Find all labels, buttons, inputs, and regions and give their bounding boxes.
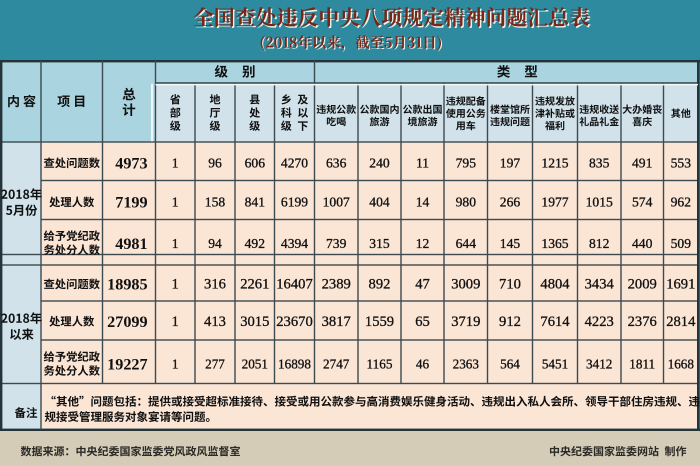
svg-text:962: 962 <box>671 195 692 210</box>
svg-text:739: 739 <box>326 236 347 251</box>
svg-text:1165: 1165 <box>367 357 393 372</box>
svg-text:491: 491 <box>632 156 652 171</box>
svg-text:606: 606 <box>245 156 266 171</box>
svg-text:96: 96 <box>208 156 222 171</box>
svg-text:1: 1 <box>172 195 179 210</box>
svg-text:23670: 23670 <box>276 314 312 330</box>
svg-text:1: 1 <box>172 357 179 372</box>
svg-text:835: 835 <box>589 156 610 171</box>
svg-text:4973: 4973 <box>115 155 147 173</box>
svg-text:710: 710 <box>499 277 521 293</box>
svg-text:3009: 3009 <box>451 277 480 293</box>
svg-text:16407: 16407 <box>276 277 312 293</box>
svg-text:3412: 3412 <box>586 357 612 372</box>
svg-text:3434: 3434 <box>585 277 615 293</box>
svg-text:16898: 16898 <box>278 357 311 372</box>
svg-text:2051: 2051 <box>242 357 268 372</box>
svg-text:841: 841 <box>245 195 265 210</box>
svg-text:636: 636 <box>326 156 347 171</box>
svg-text:1007: 1007 <box>323 195 350 210</box>
svg-text:3015: 3015 <box>240 314 269 330</box>
svg-text:1215: 1215 <box>541 156 568 171</box>
svg-text:2376: 2376 <box>628 314 657 330</box>
svg-text:2814: 2814 <box>666 314 696 330</box>
svg-text:980: 980 <box>456 195 477 210</box>
svg-text:413: 413 <box>204 314 226 330</box>
svg-text:46: 46 <box>416 357 430 372</box>
svg-text:2389: 2389 <box>322 277 351 293</box>
svg-text:2009: 2009 <box>628 277 657 293</box>
svg-text:1: 1 <box>172 236 179 251</box>
svg-text:12: 12 <box>416 236 430 251</box>
svg-text:492: 492 <box>245 236 266 251</box>
svg-text:11: 11 <box>416 156 429 171</box>
svg-text:509: 509 <box>671 236 692 251</box>
svg-text:240: 240 <box>369 156 390 171</box>
svg-text:912: 912 <box>499 314 521 330</box>
svg-text:277: 277 <box>205 357 225 372</box>
svg-text:158: 158 <box>205 195 226 210</box>
svg-text:404: 404 <box>369 195 390 210</box>
svg-text:145: 145 <box>500 236 521 251</box>
svg-text:6199: 6199 <box>281 195 308 210</box>
svg-text:1: 1 <box>172 277 179 293</box>
svg-text:574: 574 <box>632 195 653 210</box>
svg-text:19227: 19227 <box>107 356 147 374</box>
svg-text:4394: 4394 <box>281 236 308 251</box>
svg-text:2363: 2363 <box>453 357 480 372</box>
svg-text:18985: 18985 <box>107 276 147 294</box>
svg-text:4270: 4270 <box>281 156 308 171</box>
svg-text:3719: 3719 <box>451 314 480 330</box>
svg-text:1668: 1668 <box>668 357 695 372</box>
svg-text:1691: 1691 <box>666 277 695 293</box>
svg-text:316: 316 <box>204 277 226 293</box>
svg-text:1: 1 <box>172 156 179 171</box>
svg-text:4223: 4223 <box>585 314 614 330</box>
svg-text:94: 94 <box>208 236 222 251</box>
svg-text:1015: 1015 <box>586 195 613 210</box>
svg-text:1559: 1559 <box>365 314 394 330</box>
svg-text:266: 266 <box>500 195 521 210</box>
svg-text:564: 564 <box>500 357 520 372</box>
svg-text:553: 553 <box>671 156 692 171</box>
svg-text:14: 14 <box>416 195 430 210</box>
svg-text:47: 47 <box>415 277 430 293</box>
svg-text:1: 1 <box>172 314 179 330</box>
svg-text:795: 795 <box>456 156 477 171</box>
svg-text:644: 644 <box>456 236 477 251</box>
svg-text:7199: 7199 <box>115 194 147 212</box>
svg-text:2261: 2261 <box>240 277 269 293</box>
svg-text:27099: 27099 <box>107 313 147 331</box>
svg-text:7614: 7614 <box>540 314 570 330</box>
svg-text:1977: 1977 <box>541 195 568 210</box>
svg-text:440: 440 <box>632 236 653 251</box>
svg-text:315: 315 <box>369 236 390 251</box>
svg-text:5451: 5451 <box>542 357 568 372</box>
svg-text:65: 65 <box>415 314 430 330</box>
svg-text:1365: 1365 <box>541 236 568 251</box>
svg-text:4804: 4804 <box>540 277 570 293</box>
svg-text:892: 892 <box>369 277 391 293</box>
svg-text:812: 812 <box>589 236 610 251</box>
svg-text:2747: 2747 <box>323 357 350 372</box>
svg-text:3817: 3817 <box>322 314 351 330</box>
svg-text:197: 197 <box>500 156 521 171</box>
svg-text:4981: 4981 <box>115 235 147 253</box>
svg-text:1811: 1811 <box>629 357 655 372</box>
